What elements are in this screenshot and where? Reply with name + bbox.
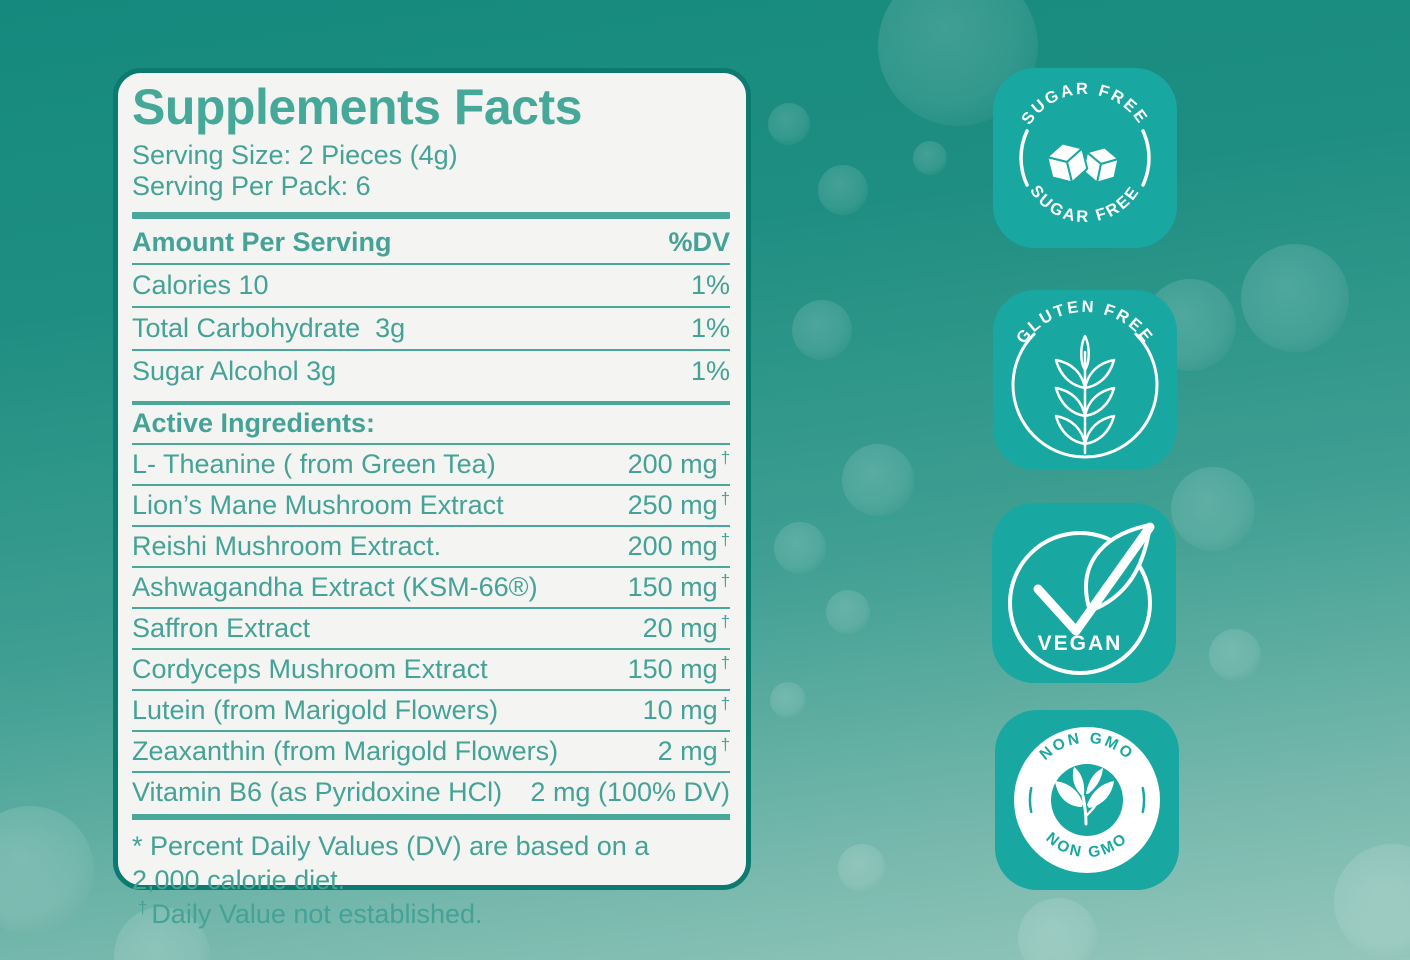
divider <box>132 813 730 820</box>
sugar-cubes-icon <box>1082 146 1120 184</box>
supplement-facts-panel: Supplements Facts Serving Size: 2 Pieces… <box>113 68 751 929</box>
table-row: Reishi Mushroom Extract. 200 mg † <box>132 527 730 568</box>
nutrient-label: Sugar Alcohol 3g <box>132 355 337 386</box>
svg-text:GLUTEN FREE: GLUTEN FREE <box>1013 298 1157 347</box>
table-row: Lutein (from Marigold Flowers) 10 mg † <box>132 691 730 732</box>
table-row: Sugar Alcohol 3g 1% <box>132 351 730 392</box>
serving-size: Serving Size: 2 Pieces (4g) <box>132 140 458 170</box>
gluten-free-badge: GLUTEN FREE <box>993 290 1177 470</box>
dagger-mark: † <box>720 611 730 631</box>
ingredient-label: Reishi Mushroom Extract. <box>132 530 442 561</box>
nutrient-label: Total Carbohydrate 3g <box>132 312 406 343</box>
table-row: L- Theanine ( from Green Tea) 200 mg † <box>132 445 730 486</box>
divider <box>132 400 730 405</box>
tablet-bubble <box>913 141 947 175</box>
dv-footnote-line1: * Percent Daily Values (DV) are based on… <box>132 830 650 861</box>
wheat-icon <box>1054 334 1116 455</box>
tablet-bubble <box>842 444 914 516</box>
ingredient-value: 200 mg † <box>627 447 730 479</box>
ingredient-label: Zeaxanthin (from Marigold Flowers) <box>132 735 559 766</box>
table-row: Ashwagandha Extract (KSM-66®) 150 mg † <box>132 568 730 609</box>
sprout-icon <box>1055 767 1114 826</box>
tablet-bubble <box>770 682 806 718</box>
nutrient-value: 1% <box>690 312 730 343</box>
ingredient-label: Saffron Extract <box>132 612 311 643</box>
tablet-bubble <box>826 590 870 634</box>
table-row: Zeaxanthin (from Marigold Flowers) 2 mg † <box>132 732 730 773</box>
ingredient-value: 10 mg † <box>642 693 730 725</box>
table-row: Saffron Extract 20 mg † <box>132 609 730 650</box>
table-row: Calories 10 1% <box>132 265 730 308</box>
ingredient-value: 200 mg † <box>627 529 730 561</box>
gluten-free-icon: GLUTEN FREE <box>1011 298 1159 459</box>
dv-footnote-line2: 2,000 calorie diet. <box>132 864 346 895</box>
ingredient-value: 2 mg (100% DV) <box>530 776 730 807</box>
column-header-row: Amount Per Serving %DV <box>132 223 730 265</box>
dv-header: %DV <box>668 226 730 257</box>
non-gmo-badge: NON GMO NON GMO <box>995 710 1179 890</box>
ingredient-value: 250 mg † <box>627 488 730 520</box>
active-ingredients-header: Active Ingredients: <box>132 405 730 445</box>
tablet-bubble <box>1334 844 1410 960</box>
table-row: Total Carbohydrate 3g 1% <box>132 308 730 351</box>
ingredient-label: Lutein (from Marigold Flowers) <box>132 694 499 725</box>
non-gmo-icon: NON GMO NON GMO <box>1014 727 1160 873</box>
dagger-mark: † <box>720 652 730 672</box>
tablet-bubble <box>1209 629 1261 681</box>
ingredient-value: 150 mg † <box>627 570 730 602</box>
tablet-bubble <box>818 165 868 215</box>
dagger-mark: † <box>720 529 730 549</box>
amount-per-serving-header: Amount Per Serving <box>132 226 392 257</box>
serving-per-pack: Serving Per Pack: 6 <box>132 171 371 202</box>
dagger-mark: † <box>720 447 730 467</box>
dagger-footnote: † Daily Value not established. <box>138 898 483 930</box>
ingredient-label: Lion’s Mane Mushroom Extract <box>132 489 504 520</box>
svg-text:VEGAN: VEGAN <box>1038 632 1123 655</box>
vegan-icon: VEGAN <box>1008 522 1155 675</box>
ingredient-label: Vitamin B6 (as Pyridoxine HCl) <box>132 776 503 807</box>
tablet-bubble <box>774 522 826 574</box>
tablet-bubble <box>1241 244 1349 352</box>
nutrient-value: 1% <box>690 269 730 300</box>
panel-title: Supplements Facts <box>132 79 582 135</box>
dagger-mark: † <box>720 488 730 508</box>
dagger-mark: † <box>720 570 730 590</box>
ingredient-value: 150 mg † <box>627 652 730 684</box>
tablet-bubble <box>1171 467 1255 551</box>
table-row: Cordyceps Mushroom Extract 150 mg † <box>132 650 730 691</box>
ingredient-value: 20 mg † <box>642 611 730 643</box>
ingredient-label: Ashwagandha Extract (KSM-66®) <box>132 571 538 602</box>
svg-text:SUGAR FREE: SUGAR FREE <box>1026 182 1144 226</box>
table-row: Lion’s Mane Mushroom Extract 250 mg † <box>132 486 730 527</box>
footnotes: * Percent Daily Values (DV) are based on… <box>132 829 730 932</box>
dagger-mark: † <box>720 693 730 713</box>
tablet-bubble <box>792 300 852 360</box>
tablet-bubble <box>0 806 94 934</box>
tablet-bubble <box>768 103 810 145</box>
dagger-mark: † <box>720 734 730 754</box>
table-row: Vitamin B6 (as Pyridoxine HCl) 2 mg (100… <box>132 773 730 812</box>
tablet-bubble <box>838 844 886 892</box>
nutrient-label: Calories 10 <box>132 269 269 300</box>
ingredient-value: 2 mg † <box>657 734 730 766</box>
ingredient-label: L- Theanine ( from Green Tea) <box>132 448 496 479</box>
sugar-free-badge: SUGAR FREE SUGAR FREE <box>993 68 1177 248</box>
divider <box>132 211 730 219</box>
checkmark-icon <box>1033 522 1155 636</box>
tablet-bubble <box>1018 898 1098 960</box>
svg-text:SUGAR FREE: SUGAR FREE <box>1018 80 1152 128</box>
vegan-badge: VEGAN <box>992 503 1176 683</box>
ingredient-label: Cordyceps Mushroom Extract <box>132 653 488 684</box>
sugar-free-icon: SUGAR FREE SUGAR FREE <box>1018 80 1152 226</box>
nutrient-value: 1% <box>690 355 730 386</box>
